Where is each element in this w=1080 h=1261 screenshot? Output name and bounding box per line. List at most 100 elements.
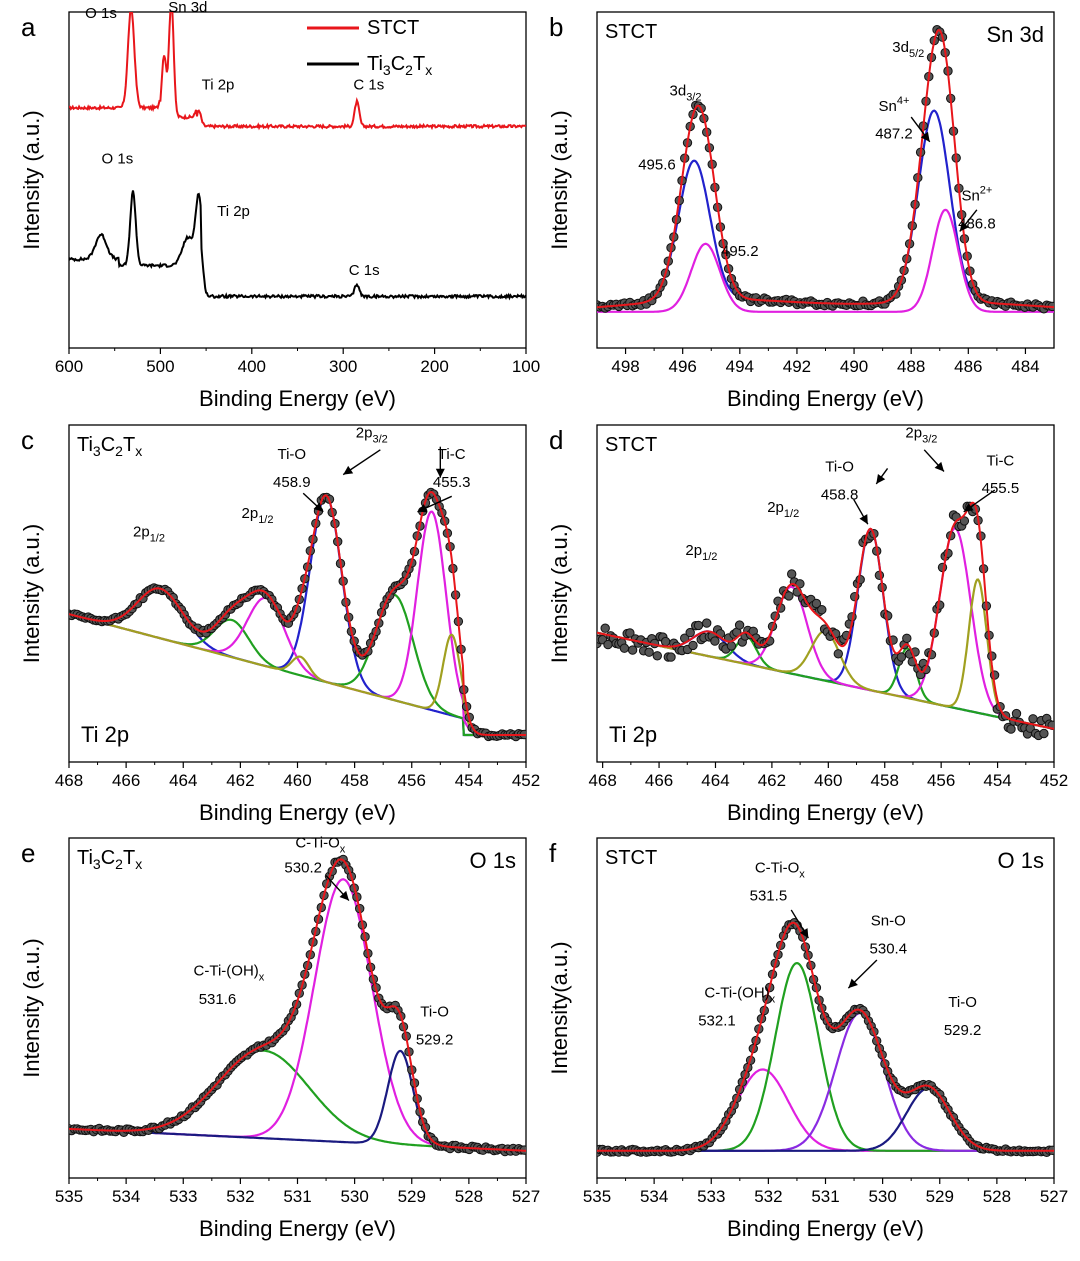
data-point (685, 627, 695, 638)
sample-label: STCT (605, 434, 657, 456)
fit-envelope (597, 501, 1054, 730)
arrow-head (876, 473, 886, 484)
sample-label: Ti3C2Tx (77, 434, 142, 459)
fit-component-0 (597, 1068, 1054, 1152)
x-axis-label: Binding Energy (eV) (199, 386, 396, 411)
x-tick-label: 494 (726, 357, 754, 376)
region-label: O 1s (998, 848, 1044, 873)
panel-letter: d (549, 425, 563, 455)
panel-letter: b (549, 12, 563, 42)
annotation-label: 2p3/2 (356, 424, 388, 445)
annotation-label: C-Ti-(OH)x (194, 963, 265, 984)
data-point (883, 611, 893, 621)
x-tick-label: 531 (811, 1187, 839, 1206)
panel-f: 535 534 533 532 531 530 529 528 527 Binding Energ… (547, 837, 1068, 1241)
data-point (811, 598, 822, 609)
x-tick-label: 464 (169, 771, 197, 790)
arrow-head (934, 461, 944, 472)
arrow-head (417, 504, 428, 513)
x-tick-label: 532 (226, 1187, 254, 1206)
data-point (784, 591, 794, 601)
x-tick-label: 488 (897, 357, 925, 376)
annotation-label: Ti 2p (202, 76, 235, 93)
sample-label: Ti3C2Tx (77, 847, 142, 872)
annotation-label: Ti-O (420, 1003, 449, 1020)
x-tick-label: 464 (701, 771, 729, 790)
region-label: Ti 2p (81, 722, 129, 747)
x-tick-label: 535 (583, 1187, 611, 1206)
data-point (896, 652, 907, 662)
fit-component-1 (69, 878, 526, 1152)
data-point (660, 636, 671, 647)
annotation-label: 2p1/2 (242, 505, 274, 526)
x-tick-label: 454 (455, 771, 483, 790)
panel-d: 468 466 464 462 460 458 456 454 452 Binding Energ… (547, 424, 1068, 825)
annotation-label: Ti-O (277, 446, 306, 463)
annotation-label: C 1s (349, 262, 380, 279)
x-tick-label: 300 (329, 357, 357, 376)
x-tick-label: 600 (55, 357, 83, 376)
data-point (874, 570, 885, 580)
x-tick-label: 534 (112, 1187, 140, 1206)
x-tick-label: 528 (983, 1187, 1011, 1206)
data-point (688, 640, 698, 651)
annotation-label: O 1s (102, 151, 134, 168)
annotation-label: 529.2 (416, 1031, 454, 1048)
annotation-label: C-Ti-(OH)x (704, 985, 775, 1006)
fit-component-3 (597, 1087, 1054, 1152)
x-tick-label: 458 (871, 771, 899, 790)
data-point (726, 641, 737, 651)
data-point (627, 645, 638, 655)
annotation-label: 495.6 (638, 157, 676, 174)
region-label: Ti 2p (609, 722, 657, 747)
y-axis-label: Intensity (a.u.) (547, 110, 572, 249)
y-axis-label: Intensity (a.u.) (19, 524, 44, 663)
arrow-head (799, 928, 809, 939)
sample-label: STCT (605, 847, 657, 869)
x-tick-label: 534 (640, 1187, 668, 1206)
x-tick-label: 531 (283, 1187, 311, 1206)
data-point (625, 628, 635, 638)
x-tick-label: 458 (340, 771, 368, 790)
data-point (989, 670, 1000, 680)
sample-label: STCT (605, 21, 657, 43)
annotation-label: 3d5/2 (892, 39, 924, 60)
annotation-label: Sn 3d (168, 0, 207, 16)
data-point (1039, 728, 1049, 739)
x-tick-label: 452 (512, 771, 540, 790)
data-point (1006, 724, 1016, 734)
x-tick-label: 527 (512, 1187, 540, 1206)
annotation-label: O 1s (85, 5, 117, 22)
x-axis-label: Binding Energy (eV) (199, 800, 396, 825)
x-tick-label: 490 (840, 357, 868, 376)
annotation-label: Ti-O (825, 459, 854, 476)
plot-area (69, 854, 526, 1157)
x-tick-label: 529 (926, 1187, 954, 1206)
data-point (693, 620, 704, 631)
x-tick-label: 452 (1040, 771, 1068, 790)
annotation-label: 458.9 (273, 474, 311, 491)
plot-area (69, 12, 526, 301)
plot-area (597, 501, 1054, 741)
x-tick-label: 530 (868, 1187, 896, 1206)
panel-a: 600 500 400 300 200 100 Binding Energy (eV) Int… (19, 0, 540, 411)
data-point (817, 605, 827, 615)
x-tick-label: 468 (588, 771, 616, 790)
x-tick-label: 532 (754, 1187, 782, 1206)
fit-component-2 (597, 1012, 1054, 1152)
x-tick-label: 460 (814, 771, 842, 790)
data-point (902, 633, 912, 643)
y-axis-label: Intensity (a.u.) (547, 524, 572, 663)
region-label: O 1s (470, 848, 516, 873)
arrow-head (435, 468, 445, 478)
panel-letter: e (21, 838, 35, 868)
annotation-label: 495.2 (721, 243, 759, 260)
annotation-label: 531.5 (750, 888, 788, 905)
data-point (1011, 708, 1022, 719)
panel-letter: a (21, 12, 36, 42)
annotation-label: Ti 2p (217, 203, 250, 220)
annotation-label: 2p1/2 (685, 542, 717, 563)
data-point (644, 647, 654, 657)
data-point (710, 636, 720, 646)
panel-c: 468 466 464 462 460 458 456 454 452 Binding Energ… (19, 424, 540, 825)
